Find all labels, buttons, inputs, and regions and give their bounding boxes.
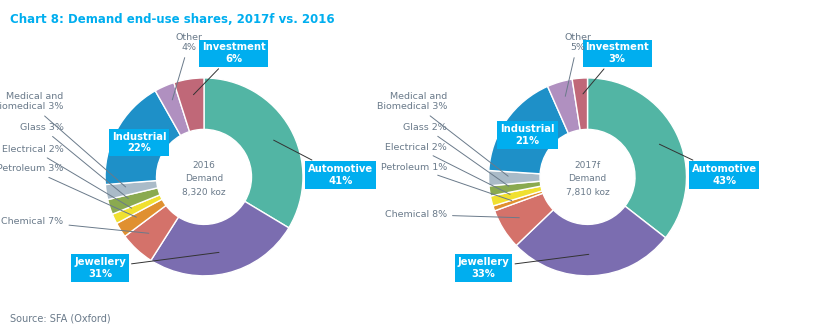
Wedge shape <box>489 181 541 196</box>
Text: Automotive
43%: Automotive 43% <box>659 144 756 186</box>
Text: Chemical 8%: Chemical 8% <box>385 210 519 219</box>
Wedge shape <box>493 191 543 211</box>
Text: Other
5%: Other 5% <box>564 33 591 96</box>
Wedge shape <box>572 78 588 130</box>
Text: Jewellery
33%: Jewellery 33% <box>458 254 589 279</box>
Text: Electrical 2%: Electrical 2% <box>385 143 510 194</box>
Wedge shape <box>117 199 166 236</box>
Wedge shape <box>174 78 204 132</box>
Text: Petroleum 1%: Petroleum 1% <box>381 163 512 201</box>
Text: 2016
Demand
8,320 koz: 2016 Demand 8,320 koz <box>182 161 226 197</box>
Wedge shape <box>494 193 553 245</box>
Wedge shape <box>113 195 162 223</box>
Text: Source: SFA (Oxford): Source: SFA (Oxford) <box>10 314 110 324</box>
Wedge shape <box>548 79 580 134</box>
Wedge shape <box>517 206 666 276</box>
Text: Glass 2%: Glass 2% <box>403 123 509 186</box>
Wedge shape <box>588 78 686 238</box>
Wedge shape <box>108 188 160 214</box>
Text: Chart 8: Demand end-use shares, 2017f vs. 2016: Chart 8: Demand end-use shares, 2017f vs… <box>10 13 335 26</box>
Text: Industrial
21%: Industrial 21% <box>500 124 555 146</box>
Text: Investment
6%: Investment 6% <box>193 42 265 95</box>
Text: Industrial
22%: Industrial 22% <box>112 132 166 153</box>
Wedge shape <box>489 87 569 174</box>
Wedge shape <box>105 181 157 200</box>
Text: 2017f
Demand
7,810 koz: 2017f Demand 7,810 koz <box>565 161 610 197</box>
Text: Petroleum 3%: Petroleum 3% <box>0 164 136 217</box>
Text: Jewellery
31%: Jewellery 31% <box>74 253 219 279</box>
Text: Investment
3%: Investment 3% <box>583 42 649 94</box>
Wedge shape <box>204 78 303 228</box>
Wedge shape <box>105 91 180 184</box>
Wedge shape <box>151 201 289 276</box>
Text: Automotive
41%: Automotive 41% <box>273 140 373 186</box>
Text: Other
4%: Other 4% <box>172 33 202 100</box>
Wedge shape <box>155 82 189 136</box>
Text: Medical and
Biomedical 3%: Medical and Biomedical 3% <box>0 92 126 187</box>
Wedge shape <box>489 170 540 186</box>
Text: Glass 3%: Glass 3% <box>20 123 128 199</box>
Text: Medical and
Biomedical 3%: Medical and Biomedical 3% <box>377 92 508 176</box>
Wedge shape <box>490 186 542 206</box>
Text: Electrical 2%: Electrical 2% <box>2 145 131 208</box>
Wedge shape <box>125 205 179 261</box>
Text: Chemical 7%: Chemical 7% <box>2 217 149 233</box>
